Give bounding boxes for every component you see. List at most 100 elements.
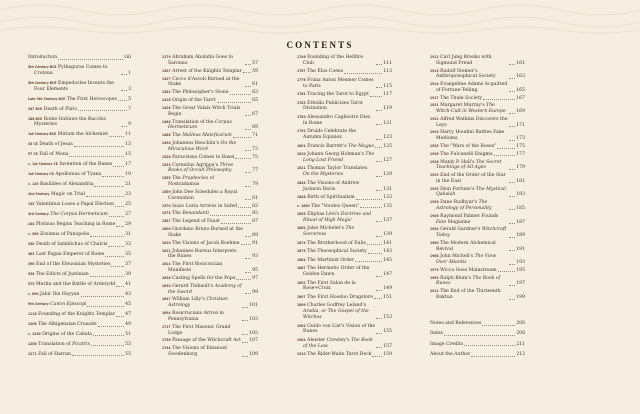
toc-entry[interactable]: 1892 The First Salon de la Rose+Croix 149 [297,281,392,293]
toc-entry[interactable]: 1801 Francis Barrett's The Magus 125 [297,144,392,150]
toc-entry[interactable]: 1926 The Fulcanelli Enigma 177 [430,152,525,158]
toc-entry[interactable]: 1855 Éliphas Lévi's Doctrine and Ritual o… [297,212,392,224]
toc-entry[interactable]: 1559 John Dee Schedules a Royal Coronatio… [162,190,258,202]
toc-entry[interactable]: Introduction viii [28,55,131,61]
toc-entry[interactable]: 1899 Charles Godfrey Leland's Aradia, or … [297,303,392,320]
toc-entry[interactable]: 57 CE Fall of Mona 15 [28,152,131,158]
toc-entry[interactable]: 1600 Giordano Bruno Burned at the Stake 89 [162,227,258,239]
toc-entry[interactable]: 1494 Johannes Reuchlin's On the Miraculou… [162,141,258,153]
toc-entry[interactable]: 1118 Founding of the Knights Templar 47 [28,312,131,318]
toc-entry[interactable]: Index 208 [430,331,525,337]
toc-entry[interactable]: 1783 Etteilla Publicizes Tarot Divination… [297,101,392,113]
toc-entry[interactable]: 1875 The Theosophical Society 143 [297,249,392,255]
toc-entry[interactable]: 1614 The First Rosicrucian Manifesto 95 [162,262,258,274]
toc-entry[interactable]: 1st Century BCE Miriam the Alchemist 11 [28,132,131,138]
toc-entry[interactable]: 1844 The Visions of Andrew Jackson Davis 1… [297,181,392,193]
toc-entry[interactable]: 1914 Evangeline Adams Acquitted of Fortun… [430,82,525,94]
toc-entry[interactable]: 1910 The Rider-Waite Tarot Deck 159 [297,352,392,358]
toc-entry[interactable]: 347 BCE Death of Plato 7 [28,107,131,113]
toc-entry[interactable]: 1464 Translation of the Corpus Hermeticum… [162,120,258,132]
toc-entry[interactable]: 33 CE Death of Jesus 13 [28,142,131,148]
toc-entry[interactable]: 1486 The Malleus Maleficarum 71 [162,133,258,139]
toc-entry[interactable]: 5th Century BCE Pythagoras Comes to Croto… [28,65,131,77]
toc-entry[interactable]: 1279 Abraham Abulafia Goes to Saronno 57 [162,55,258,67]
toc-entry[interactable]: 1792 Druids Celebrate the Autumn Equinox 1… [297,129,392,141]
toc-entry[interactable]: 244 Plotinus Begins Teaching in Rome 29 [28,222,131,228]
toc-entry[interactable]: Notes and References 200 [430,321,525,327]
toc-entry[interactable]: 396 End of the Eleusinian Mysteries 37 [28,262,131,268]
toc-entry[interactable]: c. 120 Basilides of Alexandria 21 [28,182,131,188]
toc-entry[interactable]: 1208 The Albigensian Crusade 49 [28,322,131,328]
toc-entry[interactable]: 536 The Edicts of Justinian 39 [28,272,131,278]
toc-entry[interactable]: 1630 Gerard Thibault's Academy of the Swo… [162,284,258,296]
toc-entry[interactable]: 1928 Manly P. Hall's The Secret Teachings… [430,160,525,172]
toc-entry[interactable]: 1628 Casting Spells for the Pope 97 [162,276,258,282]
toc-entry[interactable]: 1382 The Philosopher's Stone 63 [162,90,258,96]
toc-entry[interactable]: 1904 Aleister Crowley's The Book of the L… [297,338,392,350]
toc-entry[interactable]: c. 800 Jabir Ibn Hayyan 43 [28,292,131,298]
toc-entry[interactable]: Image Credits 211 [430,342,525,348]
toc-entry[interactable]: 1887 The Hermetic Order of the Golden Daw… [297,266,392,278]
toc-entry[interactable]: 1746 Founding of the Hellfire Club 111 [297,55,392,67]
toc-entry[interactable]: About the Author 212 [430,352,525,358]
toc-entry[interactable]: 1767 The Élus Coens 113 [297,69,392,75]
toc-entry[interactable]: 5th Century BCE Empedocles Invents the Fo… [28,81,131,93]
toc-entry[interactable]: 1922 Alfred Watkins Discovers the Leys 171 [430,117,525,129]
toc-entry[interactable]: 1611 Johannes Bureus Interprets the Runes… [162,249,258,261]
toc-entry[interactable]: 1256 Translation of Picatrix 53 [28,342,131,348]
toc-entry[interactable]: 1610 The Visions of Jacob Boehme 91 [162,241,258,247]
toc-entry[interactable]: 2012 The End of the Thirteenth Baktun 199 [430,289,525,301]
toc-entry[interactable]: 1913 Rudolf Steiner's Anthroposophical So… [430,69,525,81]
toc-entry[interactable]: 1884 The Martinist Order 145 [297,258,392,264]
toc-entry[interactable]: 1533 Cornelius Agrippa's Three Books of O… [162,163,258,175]
toc-entry[interactable]: c. 300 Zosimus of Panopolis 31 [28,232,131,238]
toc-entry[interactable]: 1929 End of the Order of the Star in the … [430,173,525,185]
toc-entry[interactable]: 3rd Century The Corpus Hermeticum 27 [28,212,131,218]
toc-entry[interactable]: 1271 Fall of Harran 55 [28,352,131,358]
toc-entry[interactable]: 1776 Franz Anton Mesmer Comes to Paris 115 [297,78,392,90]
toc-entry[interactable]: 1921 Margaret Murray's The Witch-Cult in … [430,103,525,115]
toc-entry[interactable]: 1307 Arrest of the Knights Templar 59 [162,69,258,75]
toc-entry[interactable]: 1694 Rosicrucians Arrive in Pennsylvania 1… [162,311,258,323]
toc-entry[interactable]: 1936 Dane Rudhyar's The Astrology of Pers… [430,200,525,212]
toc-entry[interactable]: 1874 The Brotherhood of Eulis 141 [297,241,392,247]
toc-entry[interactable]: 1979 Wicca Goes Mainstream 195 [430,268,525,274]
toc-entry[interactable]: 330 Death of Iamblichus of Chalcis 33 [28,242,131,248]
toc-entry[interactable]: 1555 The Prophecies of Nostradamus 79 [162,176,258,188]
toc-entry[interactable]: 1418 Origin of the Tarot 65 [162,98,258,104]
toc-entry[interactable]: 1717 The First Masonic Grand Lodge 105 [162,325,258,337]
toc-entry[interactable]: 1954 Gerald Gardner's Witchcraft Today 189 [430,227,525,239]
toc-entry[interactable]: 155 Valentinus Loses a Papal Election 25 [28,202,131,208]
toc-entry[interactable]: Late 5th Century BCE The First Horoscopes… [28,97,131,103]
toc-entry[interactable]: 1575 The Benandanti 85 [162,211,258,217]
toc-entry[interactable]: 573 Merlin and the Battle of Arderydd 41 [28,282,131,288]
toc-entry[interactable]: 1821 Thomas Taylor Translates On the Myst… [297,166,392,178]
toc-entry[interactable]: 9th Century Canon Episcopi 45 [28,302,131,308]
toc-entry[interactable]: 1912 Carl Jung Breaks with Sigmund Freud 1… [430,55,525,67]
toc-entry[interactable]: 1924 Harry Houdini Battles Fake Mediums 17… [430,130,525,142]
toc-entry[interactable]: 1570 Isaac Luria Arrives in Safed 83 [162,204,258,210]
toc-entry[interactable]: 363 Last Pagan Emperor of Rome 35 [28,252,131,258]
toc-entry[interactable]: 1968 John Michell's The View Over Atlanti… [430,254,525,266]
toc-entry[interactable]: 1935 Dion Fortune's The Mystical Qabalah 1… [430,187,525,199]
toc-entry[interactable]: 1983 Ralph Blum's The Book of Runes 197 [430,276,525,288]
toc-entry[interactable]: 1925 The "Wars of the Roses" 175 [430,144,525,150]
toc-entry[interactable]: 1897 The First Hoodoo Drugstore 151 [297,295,392,301]
toc-entry[interactable]: c. 1st Century CE Invention of the Runes 1… [28,162,131,168]
toc-entry[interactable]: 1526 Paracelsus Comes to Basel 75 [162,155,258,161]
toc-entry[interactable]: 1647 William Lilly's Christian Astrology 1… [162,297,258,309]
toc-entry[interactable]: c. 1230 Origins of the Cabala 51 [28,332,131,338]
toc-entry[interactable]: 1902 Guido von List's Vision of the Runes… [297,324,392,336]
toc-entry[interactable]: 1781 Tracing the Tarot to Egypt 117 [297,92,392,98]
toc-entry[interactable]: 2nd Century Magic on Trial 23 [28,192,131,198]
toc-entry[interactable]: 186 BCE Rome Outlaws the Bacchic Mysterie… [28,117,131,129]
toc-entry[interactable]: 1327 Cecco d'Ascoli Burned at the Stake 61 [162,77,258,89]
toc-entry[interactable]: 1744 The Visions of Emanuel Swedenborg 109 [162,346,258,358]
toc-entry[interactable]: 1785 Alessandro Cagliostro Dies in Rome 12… [297,115,392,127]
toc-entry[interactable]: 1917 The Thule Society 167 [430,96,525,102]
toc-entry[interactable]: 1862 Jules Michelet's The Sorceress 139 [297,226,392,238]
toc-entry[interactable]: 1736 Passage of the Witchcraft Act 107 [162,338,258,344]
toc-entry[interactable]: 1st Century CE Apollonius of Tyana 19 [28,172,131,178]
toc-entry[interactable]: c. 1850 The "Voodoo Queen" 135 [297,204,392,210]
toc-entry[interactable]: 1428 The Great Valais Witch Trials Begin 6… [162,106,258,118]
